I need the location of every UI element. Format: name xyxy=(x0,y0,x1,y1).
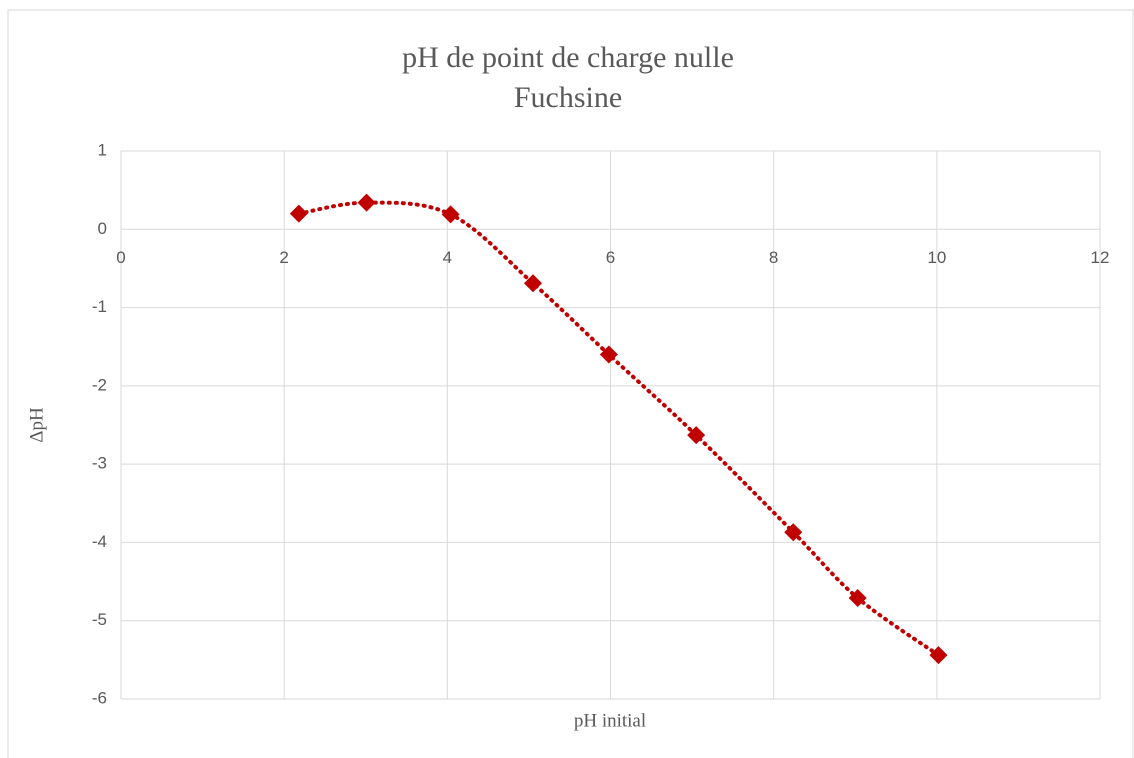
x-tick-label: 2 xyxy=(279,248,288,267)
y-tick-label: -3 xyxy=(92,454,107,473)
y-tick-label: -6 xyxy=(92,688,107,707)
marker xyxy=(687,426,706,445)
y-tick-label: 1 xyxy=(98,140,107,159)
marker xyxy=(784,523,803,542)
marker xyxy=(848,589,867,608)
y-axis-label: ΔpH xyxy=(26,407,47,443)
chart-subtitle: Fuchsine xyxy=(514,81,622,114)
marker xyxy=(599,345,618,364)
marker xyxy=(929,646,948,665)
x-tick-label: 10 xyxy=(927,248,946,267)
x-tick-label: 6 xyxy=(606,248,615,267)
y-tick-label: -4 xyxy=(92,532,107,551)
marker xyxy=(523,274,542,293)
x-tick-label: 4 xyxy=(443,248,452,267)
y-tick-label: 0 xyxy=(98,219,107,238)
marker xyxy=(441,205,460,224)
marker xyxy=(357,193,376,212)
x-tick-label: 12 xyxy=(1091,248,1110,267)
marker xyxy=(289,204,308,223)
y-tick-label: -5 xyxy=(92,610,107,629)
y-tick-label: -2 xyxy=(92,375,107,394)
x-tick-label: 8 xyxy=(769,248,778,267)
x-axis-label: pH initial xyxy=(574,710,646,731)
chart-border xyxy=(7,9,1134,758)
chart-title: pH de point de charge nulle xyxy=(402,41,734,74)
x-tick-label: 0 xyxy=(116,248,125,267)
y-tick-label: -1 xyxy=(92,297,107,316)
